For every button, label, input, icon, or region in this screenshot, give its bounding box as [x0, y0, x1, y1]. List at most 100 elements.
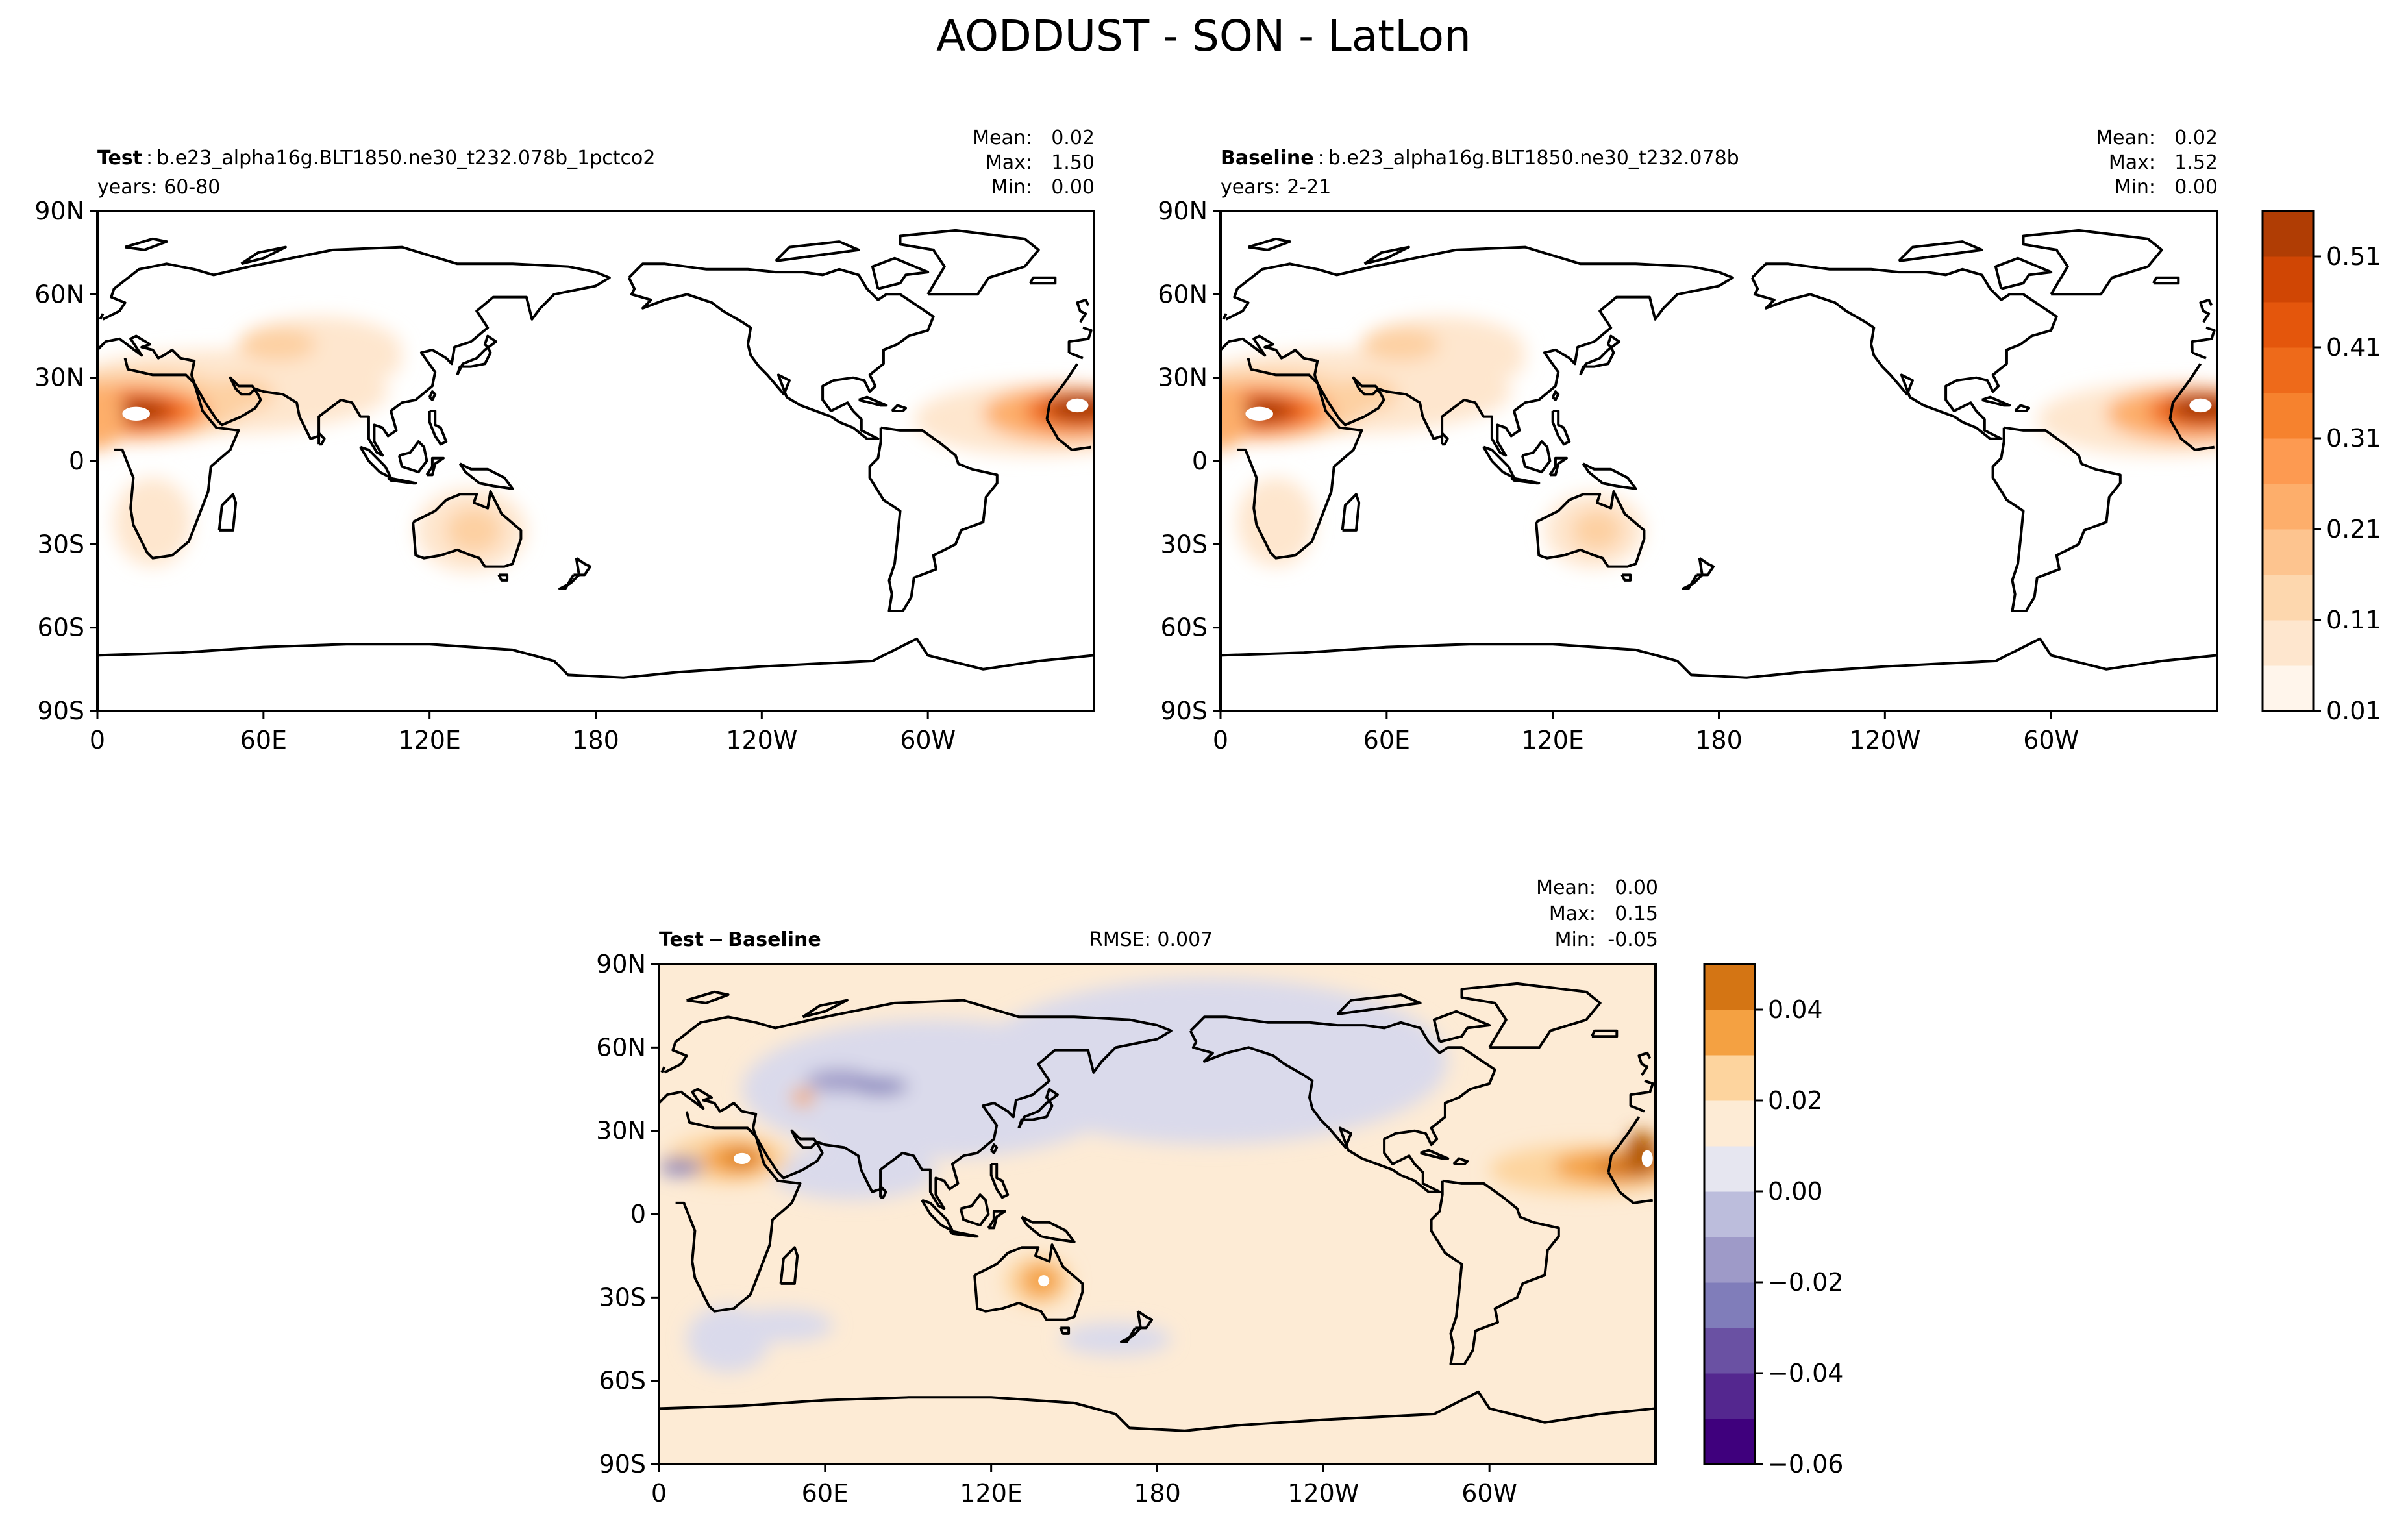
diff-caucasus-positive [791, 1089, 814, 1106]
coastline [989, 1163, 1010, 1199]
coastline [660, 1066, 666, 1073]
test-min: 0.00 [1051, 176, 1095, 199]
lat-tick-label: 60N [596, 1033, 646, 1062]
coastline [1221, 637, 2217, 711]
coastline [802, 999, 849, 1019]
coastline [1991, 426, 2122, 612]
colorbar-tick-label: −0.02 [1768, 1268, 1843, 1297]
colorbar-swatch [1704, 1237, 1755, 1283]
colorbar-swatch [1704, 964, 1755, 1010]
colorbar-tick-label: 0.02 [1768, 1086, 1823, 1115]
coastline [428, 390, 437, 401]
lat-tick-label: 30S [38, 530, 84, 558]
coastline [1682, 573, 1704, 590]
diff-rmse: RMSE: 0.007 [1089, 928, 1213, 951]
coastline [412, 490, 523, 568]
coastline [1630, 1104, 1645, 1113]
lon-tick-label: 120W [726, 726, 797, 754]
colorbar-tick-label: 0.21 [2326, 515, 2381, 543]
colorbar-swatch [1704, 1055, 1755, 1101]
colorbar-swatch [1704, 1100, 1755, 1147]
coastline [1059, 1326, 1071, 1335]
lat-tick-label: 90S [1161, 697, 1208, 725]
colorbar-swatch [2263, 438, 2313, 484]
lon-tick-label: 0 [1213, 726, 1228, 754]
lat-tick-label: 90N [34, 197, 84, 225]
lat-tick-label: 30N [1158, 364, 1208, 392]
coastline [1136, 1310, 1153, 1330]
panel-baseline-background [1221, 211, 2217, 711]
coastline [1017, 1088, 1059, 1129]
coastline [2168, 418, 2215, 451]
coastline [217, 493, 238, 532]
dust-australia-core [446, 508, 502, 553]
colorbar-swatch [2263, 620, 2313, 666]
dust-central-asia-core [238, 327, 316, 361]
sahara-max [122, 406, 151, 421]
colorbar-sequential: 0.01 0.11 0.21 0.31 0.41 0.51 [2261, 210, 2381, 725]
lat-tick-label: 30S [1161, 530, 1208, 558]
coastline [1430, 1179, 1560, 1365]
coastline [1363, 245, 1410, 266]
test-case: b.e23_alpha16g.BLT1850.ne30_t232.078b_1p… [156, 147, 655, 169]
colorbar-frame [1703, 963, 1756, 1465]
dust-tibet [319, 347, 403, 380]
coastline [2152, 276, 2180, 285]
coastline [1551, 390, 1560, 401]
coastline [879, 1185, 887, 1199]
coastline [775, 240, 860, 262]
coastline [627, 262, 935, 440]
baseline-header: Baseline: b.e23_alpha16g.BLT1850.ne30_t23… [1221, 147, 1739, 169]
coastline [899, 229, 1040, 296]
coastline [1221, 245, 1734, 457]
colorbar-swatch [2263, 256, 2313, 303]
lon-tick-label: 120E [398, 726, 461, 754]
coastline [1419, 1149, 1450, 1160]
diff-sahara-max [734, 1152, 751, 1164]
coastline [987, 1210, 1006, 1230]
lat-tick-label: 60S [38, 614, 84, 642]
test-mean-label: Mean: [973, 127, 1032, 149]
colorbar-swatch [2263, 575, 2313, 621]
coastline [1637, 1051, 1652, 1076]
coastline [1510, 476, 1541, 485]
coastline [1020, 1215, 1076, 1243]
colorbar-tick-label: 0.31 [2326, 424, 2381, 453]
lat-tick-label: 0 [1192, 447, 1208, 475]
colorbar-swatch [1704, 1010, 1755, 1056]
lat-tick-label: 30S [599, 1283, 646, 1311]
test-label: Test [97, 147, 142, 169]
coastline [1620, 573, 1632, 582]
test-years: years: 60-80 [97, 176, 220, 199]
lat-tick-label: 60N [34, 280, 84, 308]
coastline [949, 1229, 979, 1238]
dust-southern-africa [1237, 477, 1315, 567]
baseline-max: 1.52 [2174, 151, 2218, 174]
coastline [1607, 1116, 1641, 1173]
colorbar-frame [2261, 210, 2315, 712]
diff-atlantic-max [1641, 1150, 1653, 1167]
baseline-years: years: 2-21 [1221, 176, 1331, 199]
coastline [1067, 326, 1093, 353]
lon-tick-label: 120W [1849, 726, 1920, 754]
lat-tick-label: 60S [599, 1367, 646, 1395]
lon-tick-label: 60E [802, 1479, 849, 1508]
colorbar-difference: −0.06 −0.04 −0.02 0.00 0.02 0.04 [1703, 963, 1843, 1478]
coastline [1994, 256, 2053, 290]
diff-atlantic-positive-max [1625, 1130, 1656, 1176]
baseline-sep: : [1318, 147, 1324, 169]
coastline [659, 999, 1173, 1210]
coastline [240, 245, 287, 266]
lon-tick-label: 60E [240, 726, 287, 754]
colorbar-tick-label: −0.04 [1768, 1359, 1843, 1387]
diff-label-a: Test [659, 928, 704, 951]
coastline [1898, 240, 1983, 262]
diff-mean-label: Mean: [1536, 876, 1596, 899]
coastline [1248, 237, 1291, 251]
lon-tick-label: 60W [1461, 1479, 1517, 1508]
coastline [558, 573, 580, 590]
lon-tick-label: 120E [1521, 726, 1584, 754]
lat-tick-label: 60N [1158, 280, 1208, 308]
